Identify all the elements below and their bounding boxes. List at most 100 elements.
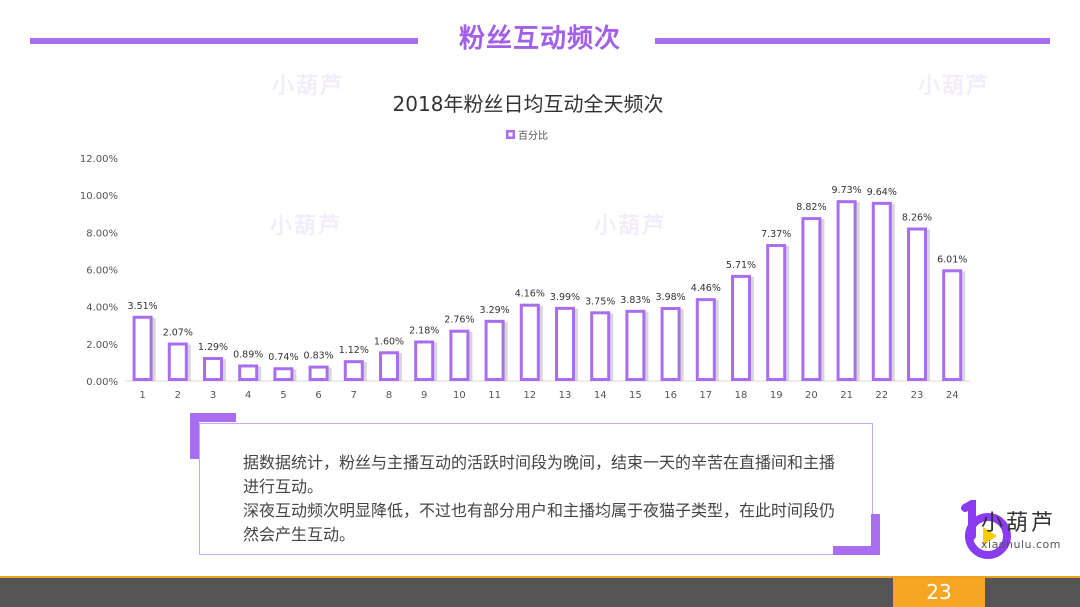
x-tick-label: 11 — [488, 390, 501, 401]
data-label: 0.83% — [304, 351, 334, 362]
footer-accent — [0, 576, 1080, 579]
x-tick-label: 23 — [911, 390, 924, 401]
bar — [167, 342, 188, 381]
y-tick-label: 12.00% — [80, 154, 118, 165]
bar — [555, 306, 575, 382]
data-label: 3.51% — [128, 301, 158, 312]
brand-url: xiaohulu.com — [981, 538, 1061, 551]
legend-swatch-inner — [508, 132, 513, 137]
y-tick-label: 2.00% — [86, 340, 118, 351]
note-corner-bottom-right — [871, 514, 880, 555]
x-tick-label: 2 — [175, 390, 181, 401]
bar — [836, 200, 857, 381]
x-tick-label: 14 — [594, 390, 607, 401]
watermark: 小葫芦 — [270, 214, 343, 239]
note-corner-top-left — [190, 413, 236, 422]
data-label: 9.73% — [832, 185, 862, 196]
bar — [590, 311, 611, 381]
watermark: 小葫芦 — [918, 74, 991, 99]
bar-chart: 2018年粉丝日均互动全天频次 百分比 0.00% 2.00% 4.00% 6.00%… — [80, 92, 970, 401]
x-tick-label: 24 — [946, 390, 959, 401]
x-tick-label: 5 — [280, 390, 286, 401]
data-label: 3.98% — [656, 292, 686, 303]
x-tick-label: 19 — [770, 390, 783, 401]
watermark: 小葫芦 — [272, 74, 345, 99]
header-rule-right — [655, 38, 1050, 44]
bar — [203, 357, 223, 381]
bar — [414, 340, 435, 382]
note-line: 深夜互动频次明显降低，不过也有部分用户和主播均属于夜猫子类型，在此时间段仍然会产… — [243, 501, 836, 544]
x-tick-label: 8 — [386, 390, 392, 401]
bar — [695, 298, 716, 382]
slide-title: 粉丝互动频次 — [458, 24, 621, 54]
chart-title: 2018年粉丝日均互动全天频次 — [393, 92, 664, 116]
bar — [238, 364, 259, 382]
y-tick-label: 6.00% — [86, 266, 118, 277]
x-tick-label: 15 — [629, 390, 642, 401]
data-label: 0.74% — [268, 352, 298, 363]
bar — [449, 329, 470, 381]
bar — [132, 315, 153, 381]
y-tick-label: 10.00% — [80, 191, 118, 202]
y-tick-label: 8.00% — [86, 228, 118, 239]
bar — [660, 307, 681, 381]
x-tick-label: 22 — [875, 390, 888, 401]
data-label: 6.01% — [937, 254, 967, 265]
x-tick-label: 3 — [210, 390, 216, 401]
x-tick-label: 10 — [453, 390, 466, 401]
data-label: 1.29% — [198, 342, 228, 353]
bar — [731, 274, 751, 381]
x-tick-label: 18 — [735, 390, 748, 401]
data-label: 4.46% — [691, 283, 721, 294]
x-tick-label: 13 — [559, 390, 572, 401]
note-corner-top-left — [190, 413, 199, 459]
data-label: 7.37% — [761, 229, 791, 240]
data-label: 9.64% — [867, 187, 897, 198]
bar — [519, 303, 540, 381]
y-tick-label: 4.00% — [86, 303, 118, 314]
data-label: 2.07% — [163, 328, 193, 339]
x-tick-label: 7 — [351, 390, 357, 401]
data-label: 5.71% — [726, 260, 756, 271]
data-label: 1.12% — [339, 345, 369, 356]
x-tick-label: 17 — [699, 390, 712, 401]
data-label: 3.29% — [480, 305, 510, 316]
bar — [907, 227, 927, 381]
data-label: 8.82% — [796, 202, 826, 213]
x-tick-label: 9 — [421, 390, 427, 401]
data-label: 3.83% — [620, 295, 650, 306]
x-tick-label: 12 — [523, 390, 536, 401]
x-tick-label: 20 — [805, 390, 818, 401]
note-line: 据数据统计，粉丝与主播互动的活跃时间段为晚间，结束一天的辛苦在直播间和主播进行互… — [243, 453, 836, 496]
note-text: 据数据统计，粉丝与主播互动的活跃时间段为晚间，结束一天的辛苦在直播间和主播进行互… — [243, 451, 843, 547]
brand-name: 小葫芦 — [981, 511, 1057, 536]
bar — [766, 244, 787, 381]
brand-logo-icon — [961, 500, 1011, 559]
x-tick-label: 4 — [245, 390, 251, 401]
watermark: 小葫芦 — [594, 214, 667, 239]
note-corner-bottom-right — [833, 546, 880, 555]
note-box — [199, 423, 873, 555]
data-label: 8.26% — [902, 213, 932, 224]
x-tick-label: 16 — [664, 390, 677, 401]
x-tick-label: 21 — [840, 390, 853, 401]
y-tick-label: 0.00% — [86, 377, 118, 388]
data-label: 3.75% — [585, 296, 615, 307]
header-rule-left — [30, 38, 418, 44]
data-label: 3.99% — [550, 292, 580, 303]
data-label: 1.60% — [374, 336, 404, 347]
data-label: 2.76% — [444, 315, 474, 326]
bar — [942, 269, 963, 382]
bar — [273, 367, 294, 381]
bar — [379, 351, 399, 381]
data-label: 0.89% — [233, 349, 263, 360]
bar — [484, 319, 505, 382]
data-label: 2.18% — [409, 325, 439, 336]
bar — [871, 201, 892, 381]
legend-label: 百分比 — [518, 130, 548, 142]
bar — [801, 217, 822, 381]
page-number: 23 — [893, 578, 985, 607]
bar — [625, 309, 646, 381]
x-tick-label: 1 — [139, 390, 145, 401]
x-tick-label: 6 — [315, 390, 321, 401]
